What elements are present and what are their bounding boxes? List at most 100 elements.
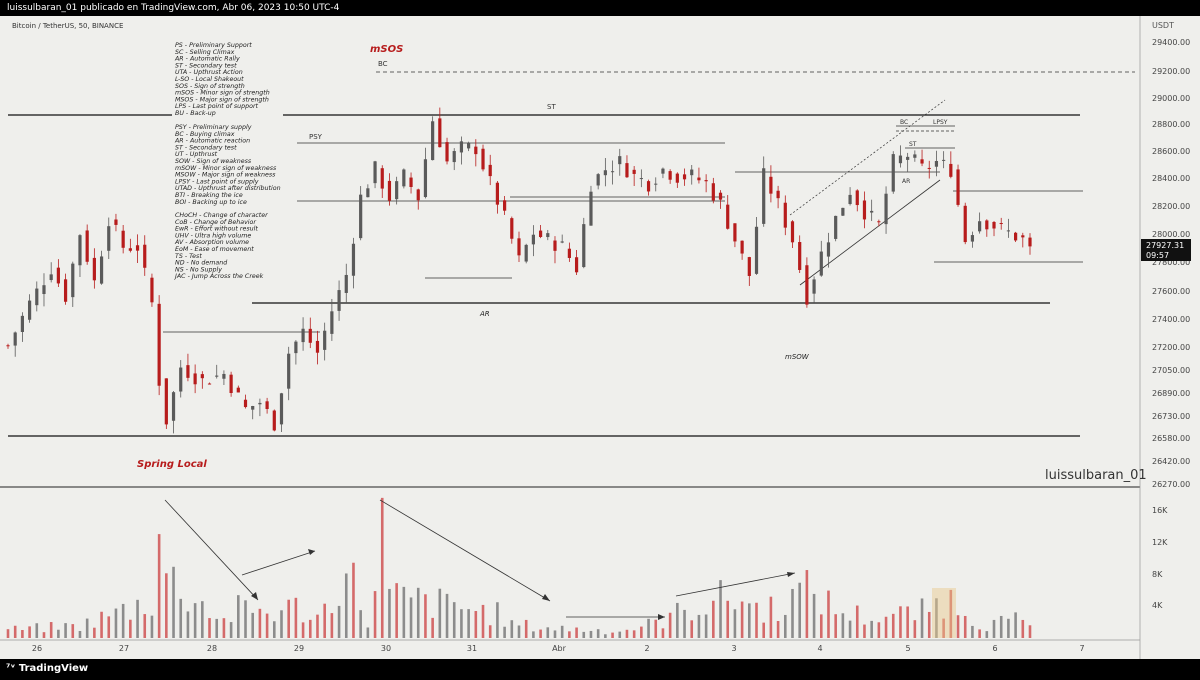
volume-bar [783, 614, 787, 638]
candle-body [71, 263, 75, 298]
volume-bar [251, 612, 255, 638]
tradingview-logo[interactable]: ⁷ᵛ TradingView [6, 663, 88, 674]
time-tick-label: 26 [32, 644, 42, 653]
channel-lower[interactable] [799, 179, 941, 286]
candle-body [301, 328, 305, 343]
candle-body [1028, 237, 1032, 247]
volume-bar [776, 620, 780, 638]
volume-bar [301, 622, 305, 638]
candle-body [848, 194, 852, 205]
volume-bar [143, 614, 147, 638]
candle-body [488, 164, 492, 177]
volume-bar [496, 602, 499, 638]
price-tick-label: 28600.00 [1152, 147, 1190, 156]
candle-body [258, 402, 262, 405]
volume-bar [6, 629, 10, 638]
volume-bar [913, 620, 917, 638]
volume-bar [927, 611, 931, 638]
volume-bar [366, 627, 370, 638]
publish-header: luissulbaran_01 publicado en TradingView… [0, 0, 1200, 16]
volume-bar [186, 611, 190, 638]
candle-body [783, 202, 787, 228]
volume-bar [330, 613, 334, 638]
candle-body [538, 230, 543, 238]
volume-bar [899, 606, 902, 638]
arrow-head [251, 592, 258, 600]
legend-line: BOI - Backing up to ice [175, 198, 247, 206]
volume-bar [575, 627, 578, 638]
volume-bar [114, 608, 118, 638]
candle-body [366, 188, 370, 198]
footer-bar: ⁷ᵛ TradingView [0, 659, 1200, 680]
legend-line: SOW - Sign of weakness [175, 158, 252, 165]
time-axis[interactable]: 26 27 28 29 30 31 Abr 2 3 4 5 6 7 [32, 644, 1085, 653]
candle-body [495, 182, 500, 205]
candle-body [920, 159, 924, 164]
tv-icon: ⁷ᵛ [6, 663, 16, 674]
volume-bar [654, 619, 658, 638]
candle-body [150, 277, 154, 303]
volume-axis[interactable]: 16K 12K 8K 4K [1152, 506, 1168, 610]
candle-body [790, 221, 795, 243]
time-tick-label: 6 [992, 644, 997, 653]
currency-label: USDT [1152, 21, 1174, 30]
candle-body [27, 300, 32, 320]
candle-body [963, 205, 967, 243]
candle-body [1014, 232, 1018, 241]
volume-bar [445, 593, 449, 638]
price-axis[interactable]: 29400.00 29200.00 29000.00 28800.00 28600.00… [1152, 38, 1190, 489]
volume-bar [503, 626, 506, 638]
candle-body [970, 235, 975, 242]
volume-bar [380, 497, 384, 638]
candle-body [632, 169, 636, 174]
volume-bar [258, 608, 262, 638]
candle-body [524, 244, 528, 262]
candle-body [287, 353, 291, 389]
candle-body [35, 288, 39, 306]
time-tick-label: 29 [294, 644, 304, 653]
time-tick-label: 2 [644, 644, 649, 653]
legend-line: SOS - Sign of strength [175, 82, 245, 90]
volume-bar [71, 624, 75, 638]
legend-line: JAC - Jump Across the Creek [173, 272, 264, 280]
price-tick-label: 28200.00 [1152, 202, 1190, 211]
arrow-line [379, 499, 551, 602]
volume-bar [136, 599, 139, 638]
volume-bar [64, 623, 67, 638]
volume-bar [373, 591, 377, 638]
time-tick-label: 27 [119, 644, 129, 653]
candle-body [85, 230, 89, 262]
volume-bar [553, 630, 557, 638]
candle-body [359, 194, 363, 239]
volume-bar [949, 589, 953, 638]
price-tick-label: 26890.00 [1152, 389, 1190, 398]
volume-bar [395, 583, 398, 638]
volume-bar [748, 603, 751, 638]
chart-area[interactable]: Bitcoin / TetherUS, 50, BINANCE USDT mSO… [0, 16, 1200, 659]
candle-body [733, 223, 737, 242]
volume-bar [819, 614, 823, 638]
candle-body [841, 207, 845, 216]
legend-line: AR - Automatic reaction [174, 137, 250, 145]
candle-body [351, 243, 356, 276]
volume-bar [632, 630, 636, 638]
candle-body [610, 171, 615, 173]
candle-body [423, 159, 428, 198]
price-tick-label: 26730.00 [1152, 412, 1190, 421]
volume-bar [107, 616, 111, 638]
candle-body [92, 257, 96, 281]
volume-highlight-box[interactable] [932, 588, 956, 638]
channel-upper[interactable] [789, 99, 946, 216]
candle-body [675, 173, 679, 183]
candle-body [330, 311, 334, 334]
candle-body [934, 160, 939, 167]
brand-label: TradingView [18, 663, 89, 674]
volume-bar [215, 618, 219, 638]
volume-bar [798, 582, 801, 638]
legend-line: EoM - Ease of movement [175, 245, 254, 253]
volume-arrows[interactable] [164, 499, 796, 620]
legend-line: AV - Absorption volume [174, 238, 249, 246]
candle-body [654, 183, 658, 185]
candle-body [819, 251, 823, 276]
price-chart[interactable]: Bitcoin / TetherUS, 50, BINANCE USDT mSO… [0, 16, 1200, 659]
